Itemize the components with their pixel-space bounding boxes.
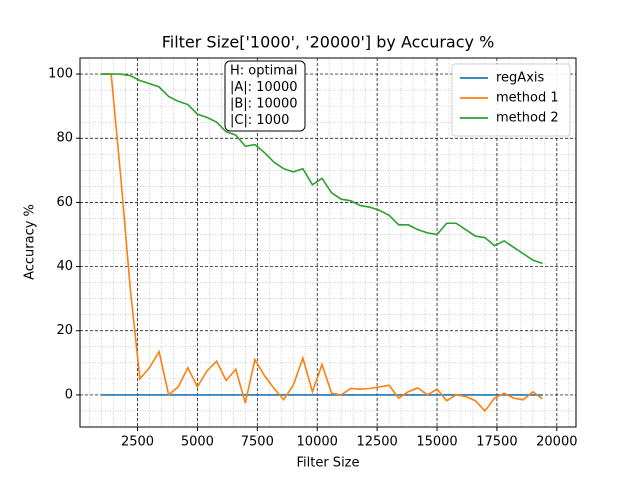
legend-label: method 2 — [496, 111, 559, 126]
x-tick-label: 10000 — [297, 435, 338, 450]
y-tick-label: 40 — [56, 259, 73, 274]
chart-title: Filter Size['1000', '20000'] by Accuracy… — [162, 33, 495, 52]
line-series — [101, 73, 543, 413]
annotation-text: |B|: 10000 — [230, 97, 298, 112]
annotation-text: |C|: 1000 — [230, 113, 289, 128]
y-tick-label: 80 — [56, 131, 73, 146]
legend-label: method 1 — [496, 91, 559, 106]
x-tick-label: 7500 — [241, 435, 274, 450]
x-tick-label: 5000 — [181, 435, 214, 450]
y-tick-label: 0 — [65, 387, 73, 402]
annotation-text: H: optimal — [230, 64, 297, 79]
line-series — [101, 73, 543, 265]
x-tick-label: 20000 — [536, 435, 577, 450]
axes-frame — [79, 57, 577, 428]
x-tick-label: 15000 — [416, 435, 457, 450]
y-axis-label: Accuracy % — [23, 204, 38, 280]
x-tick-label: 12500 — [356, 435, 397, 450]
x-tick-label: 2500 — [121, 435, 154, 450]
annotation-box — [224, 60, 306, 132]
y-tick-label: 100 — [48, 67, 73, 82]
annotation-text: |A|: 10000 — [230, 80, 298, 95]
x-axis-label: Filter Size — [296, 456, 359, 471]
y-tick-label: 20 — [56, 323, 73, 338]
x-tick-label: 17500 — [476, 435, 517, 450]
y-tick-label: 60 — [56, 195, 73, 210]
legend-label: regAxis — [496, 71, 545, 86]
